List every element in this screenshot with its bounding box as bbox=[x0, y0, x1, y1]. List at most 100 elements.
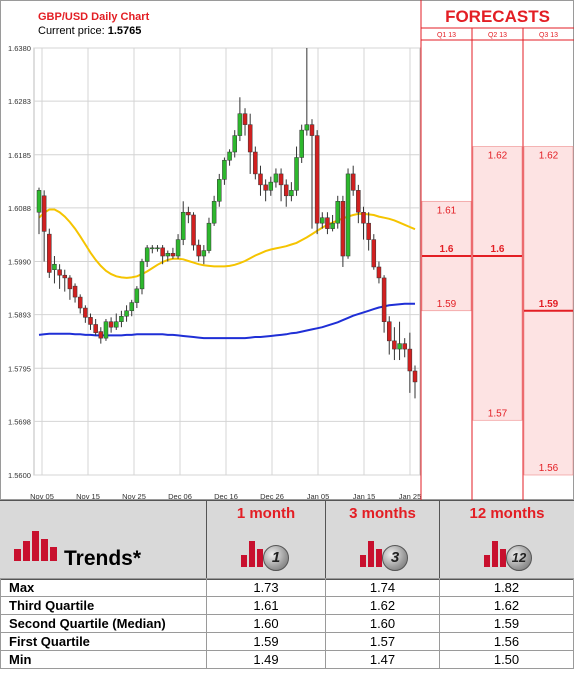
candle-body bbox=[134, 288, 140, 303]
x-tick-label: Nov 05 bbox=[30, 492, 54, 500]
candle-body bbox=[340, 201, 346, 257]
candle-body bbox=[77, 296, 83, 309]
row-value: 1.60 bbox=[206, 614, 326, 633]
candle-body bbox=[268, 181, 274, 191]
period-badge-icon: 3 bbox=[382, 545, 408, 571]
candle-body bbox=[283, 184, 289, 197]
candle-body bbox=[165, 253, 171, 257]
candle-body bbox=[114, 321, 119, 328]
candle-body bbox=[309, 124, 315, 136]
current-price-label: Current price: bbox=[38, 25, 108, 37]
row-value: 1.57 bbox=[325, 632, 440, 651]
forecast-high-label: 1.62 bbox=[539, 151, 559, 162]
candle-body bbox=[376, 266, 382, 279]
forecast-high-label: 1.61 bbox=[437, 205, 457, 216]
bars-icon bbox=[241, 541, 269, 567]
y-tick-label: 1.6283 bbox=[8, 97, 31, 106]
candle-body bbox=[191, 214, 196, 246]
row-value: 1.56 bbox=[439, 632, 574, 651]
candle-body bbox=[356, 190, 361, 213]
period-label: 12 months bbox=[469, 505, 545, 522]
candle-body bbox=[57, 269, 62, 276]
candle-body bbox=[93, 324, 98, 333]
y-tick-label: 1.6380 bbox=[8, 44, 31, 53]
candle-body bbox=[263, 184, 268, 191]
x-tick-label: Dec 16 bbox=[214, 492, 238, 500]
candle-body bbox=[160, 247, 165, 257]
candle-body bbox=[41, 195, 47, 232]
candle-body bbox=[371, 239, 377, 268]
row-value: 1.49 bbox=[206, 650, 326, 669]
candle-body bbox=[350, 173, 356, 191]
candle-body bbox=[412, 370, 418, 383]
period-badge-icon: 12 bbox=[506, 545, 532, 571]
candle-body bbox=[299, 129, 304, 158]
forecast-quarter-label: Q2 13 bbox=[488, 32, 507, 39]
candle-body bbox=[273, 173, 279, 183]
current-price: Current price: 1.5765 bbox=[38, 25, 141, 37]
forecast-low-label: 1.59 bbox=[437, 299, 457, 310]
bars-icon bbox=[484, 541, 512, 567]
candle-body bbox=[180, 211, 186, 240]
candle-body bbox=[155, 247, 160, 250]
ma-fast-line bbox=[38, 208, 416, 279]
forecast-mid-label: 1.6 bbox=[491, 244, 505, 255]
row-value: 1.50 bbox=[439, 650, 574, 669]
current-price-value: 1.5765 bbox=[108, 25, 142, 37]
candle-body bbox=[222, 159, 227, 180]
row-label: First Quartile bbox=[0, 632, 207, 651]
table-row: Second Quartile (Median) 1.60 1.60 1.59 bbox=[0, 614, 574, 633]
candle-body bbox=[227, 151, 232, 161]
candle-body bbox=[330, 222, 335, 229]
y-tick-label: 1.5795 bbox=[8, 364, 31, 373]
candle-body bbox=[289, 190, 294, 197]
candle-body bbox=[201, 250, 207, 257]
period-label: 3 months bbox=[349, 505, 416, 522]
x-tick-label: Jan 05 bbox=[307, 492, 330, 500]
trends-title: Trends* bbox=[64, 547, 142, 570]
row-value: 1.59 bbox=[206, 632, 326, 651]
period-badge-icon: 1 bbox=[263, 545, 289, 571]
table-row: Third Quartile 1.61 1.62 1.62 bbox=[0, 596, 574, 615]
candle-body bbox=[98, 331, 104, 339]
trends-title-cell: Trends* bbox=[0, 501, 206, 579]
row-label: Max bbox=[0, 578, 207, 597]
candle-body bbox=[237, 113, 243, 136]
candle-body bbox=[67, 277, 73, 290]
candle-body bbox=[175, 239, 181, 257]
candle-body bbox=[150, 247, 155, 250]
candle-body bbox=[320, 217, 325, 224]
y-tick-label: 1.6088 bbox=[8, 204, 31, 213]
candle-body bbox=[72, 285, 78, 298]
candle-body bbox=[88, 317, 93, 325]
forecast-low-label: 1.56 bbox=[539, 463, 559, 474]
forecast-range-box bbox=[472, 146, 523, 421]
bars-icon bbox=[360, 541, 388, 567]
candle-body bbox=[335, 201, 340, 224]
candle-body bbox=[52, 263, 57, 270]
forecast-mid-label: 1.59 bbox=[539, 299, 559, 310]
y-tick-label: 1.5600 bbox=[8, 471, 31, 480]
row-value: 1.62 bbox=[439, 596, 574, 615]
candle-body bbox=[211, 201, 217, 224]
candle-body bbox=[386, 321, 392, 342]
period-12months: 12 months 12 bbox=[439, 501, 574, 579]
y-tick-label: 1.6185 bbox=[8, 151, 31, 160]
forecast-quarter-label: Q1 13 bbox=[437, 32, 456, 39]
y-tick-label: 1.5698 bbox=[8, 417, 31, 426]
candle-body bbox=[170, 253, 176, 257]
candle-body bbox=[247, 124, 253, 153]
period-1month: 1 month 1 bbox=[206, 501, 325, 579]
x-tick-label: Nov 15 bbox=[76, 492, 100, 500]
candle-body bbox=[83, 307, 88, 318]
forecast-title: FORECASTS bbox=[445, 7, 550, 26]
candle-body bbox=[196, 244, 201, 257]
candle-body bbox=[206, 222, 212, 251]
row-value: 1.74 bbox=[325, 578, 440, 597]
row-value: 1.73 bbox=[206, 578, 326, 597]
trends-panel: Trends* 1 month 1 3 months 3 12 months bbox=[0, 500, 574, 678]
candle-body bbox=[119, 315, 124, 322]
candle-body bbox=[407, 348, 413, 372]
row-value: 1.59 bbox=[439, 614, 574, 633]
candle-body bbox=[144, 247, 150, 262]
